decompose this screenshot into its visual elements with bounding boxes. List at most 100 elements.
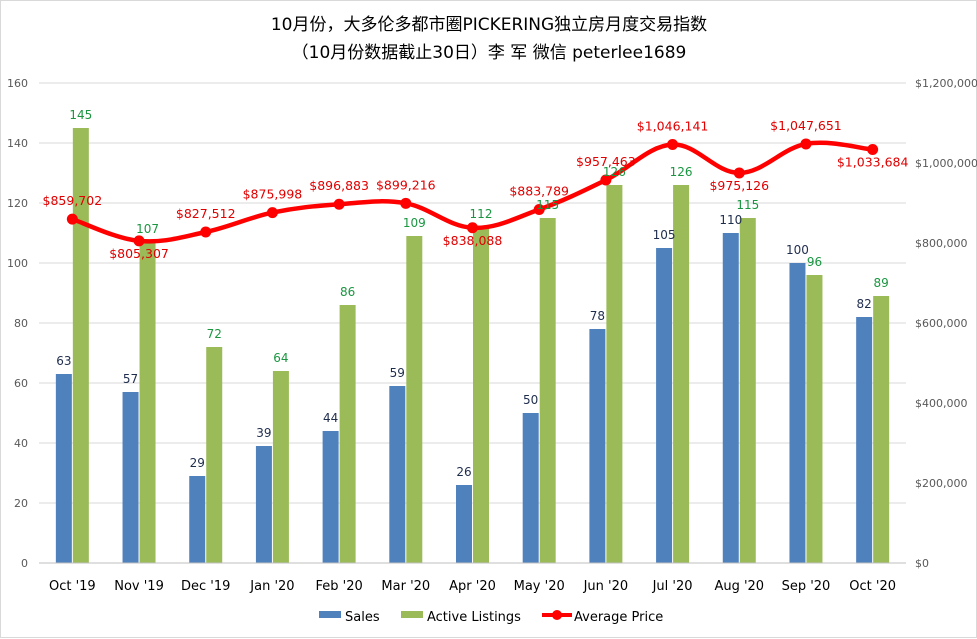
active-listings-bar: [139, 242, 156, 563]
average-price-data-label: $805,307: [109, 246, 169, 261]
active-listings-bar: [272, 371, 289, 563]
sales-data-label: 105: [653, 228, 676, 242]
legend-label-active-listings: Active Listings: [427, 610, 521, 625]
active-listings-bar: [339, 305, 356, 563]
y-left-tick-label: 60: [14, 377, 28, 390]
average-price-point: [200, 226, 212, 238]
legend-swatch-average-price-marker: [552, 610, 562, 620]
sales-data-label: 39: [256, 426, 271, 440]
y-left-tick-label: 40: [14, 437, 28, 450]
x-tick-label: Mar '20: [381, 579, 430, 594]
active-listings-data-label: 115: [736, 198, 759, 212]
active-listings-data-label: 96: [807, 255, 822, 269]
active-listings-bar: [539, 218, 556, 563]
sales-bar: [789, 263, 806, 563]
sales-bar: [522, 413, 539, 563]
x-tick-label: Oct '19: [49, 579, 96, 594]
y-right-tick-label: $200,000: [915, 477, 968, 490]
y-right-tick-label: $800,000: [915, 237, 968, 250]
gridlines: [39, 82, 906, 564]
x-tick-label: Sep '20: [782, 579, 831, 594]
active-listings-data-label: 107: [136, 222, 159, 236]
y-left-tick-label: 20: [14, 497, 28, 510]
sales-data-label: 26: [456, 465, 471, 479]
average-price-point: [867, 144, 879, 156]
sales-data-label: 78: [590, 309, 605, 323]
y-left-tick-label: 120: [7, 197, 28, 210]
sales-bar: [589, 329, 606, 563]
average-price-point: [333, 198, 345, 210]
sales-data-label: 63: [56, 354, 71, 368]
active-listings-bar: [406, 236, 423, 563]
sales-data-label: 59: [390, 366, 405, 380]
x-tick-label: Nov '19: [114, 579, 164, 594]
legend-label-sales: Sales: [345, 610, 380, 625]
sales-bar: [189, 476, 206, 563]
y-left-tick-label: 160: [7, 77, 28, 90]
active-listings-bar: [673, 185, 690, 563]
sales-bar: [122, 392, 139, 563]
legend-swatch-sales: [319, 611, 341, 618]
sales-data-label: 50: [523, 393, 538, 407]
y-right-tick-label: $1,200,000: [915, 77, 977, 90]
x-tick-label: Apr '20: [449, 579, 496, 594]
y-right-tick-label: $400,000: [915, 397, 968, 410]
average-price-point: [400, 197, 412, 209]
y-left-tick-label: 140: [7, 137, 28, 150]
average-price-point: [600, 174, 612, 186]
x-tick-label: Oct '20: [849, 579, 896, 594]
average-price-point: [800, 138, 812, 150]
sales-data-label: 82: [857, 297, 872, 311]
average-price-data-label: $1,046,141: [637, 119, 709, 134]
active-listings-data-label: 126: [670, 165, 693, 179]
x-tick-label: Jun '20: [583, 579, 629, 594]
average-price-data-label: $875,998: [243, 187, 303, 202]
average-price-point: [133, 235, 145, 247]
average-price-data-label: $1,033,684: [837, 155, 909, 170]
active-listings-data-label: 64: [273, 351, 288, 365]
active-listings-bar: [739, 218, 756, 563]
legend-swatch-active-listings: [401, 611, 423, 618]
sales-data-label: 44: [323, 411, 338, 425]
x-tick-label: Jan '20: [249, 579, 294, 594]
average-price-data-label: $957,463: [576, 154, 636, 169]
x-tick-label: Feb '20: [315, 579, 362, 594]
data-labels: 63 145 57 107 29 72 39 64 44 86 59 109 26 112 50 115 78 1…: [43, 108, 909, 479]
average-price-point: [66, 213, 78, 225]
sales-bar: [55, 374, 72, 563]
average-price-point: [533, 203, 545, 215]
y-right-tick-label: $600,000: [915, 317, 968, 330]
x-tick-label: Dec '19: [181, 579, 230, 594]
active-listings-bar: [806, 275, 823, 563]
legend: Sales Active Listings Average Price: [319, 610, 663, 625]
sales-bar: [389, 386, 406, 563]
average-price-data-label: $899,216: [376, 177, 436, 192]
average-price-data-label: $838,088: [443, 233, 503, 248]
sales-data-label: 29: [190, 456, 205, 470]
sales-bar: [255, 446, 272, 563]
active-listings-bar: [873, 296, 890, 563]
legend-label-average-price: Average Price: [574, 610, 663, 625]
x-axis: Oct '19 Nov '19 Dec '19 Jan '20 Feb '20 Mar '…: [39, 562, 906, 594]
active-listings-bar: [72, 128, 89, 563]
y-axis-right: $0 $200,000 $400,000 $600,000 $800,000 $1,000…: [915, 77, 977, 570]
active-listings-data-label: 109: [403, 216, 426, 230]
average-price-data-label: $883,789: [509, 183, 569, 198]
sales-bar: [722, 233, 739, 563]
sales-data-label: 100: [786, 243, 809, 257]
y-right-tick-label: $0: [915, 557, 929, 570]
average-price-data-label: $975,126: [709, 178, 769, 193]
sales-bar: [856, 317, 873, 563]
active-listings-data-label: 115: [536, 198, 559, 212]
chart-title-line2: （10月份数据截止30日）李 军 微信 peterlee1689: [292, 43, 687, 63]
y-left-tick-label: 80: [14, 317, 28, 330]
y-right-tick-label: $1,000,000: [915, 157, 977, 170]
active-listings-bar: [473, 227, 489, 563]
chart-title-line1: 10月份，大多伦多都市圈PICKERING独立房月度交易指数: [271, 15, 707, 35]
y-left-tick-label: 0: [21, 557, 28, 570]
active-listings-data-label: 86: [340, 285, 355, 299]
active-listings-data-label: 112: [470, 207, 493, 221]
average-price-point: [467, 222, 478, 234]
